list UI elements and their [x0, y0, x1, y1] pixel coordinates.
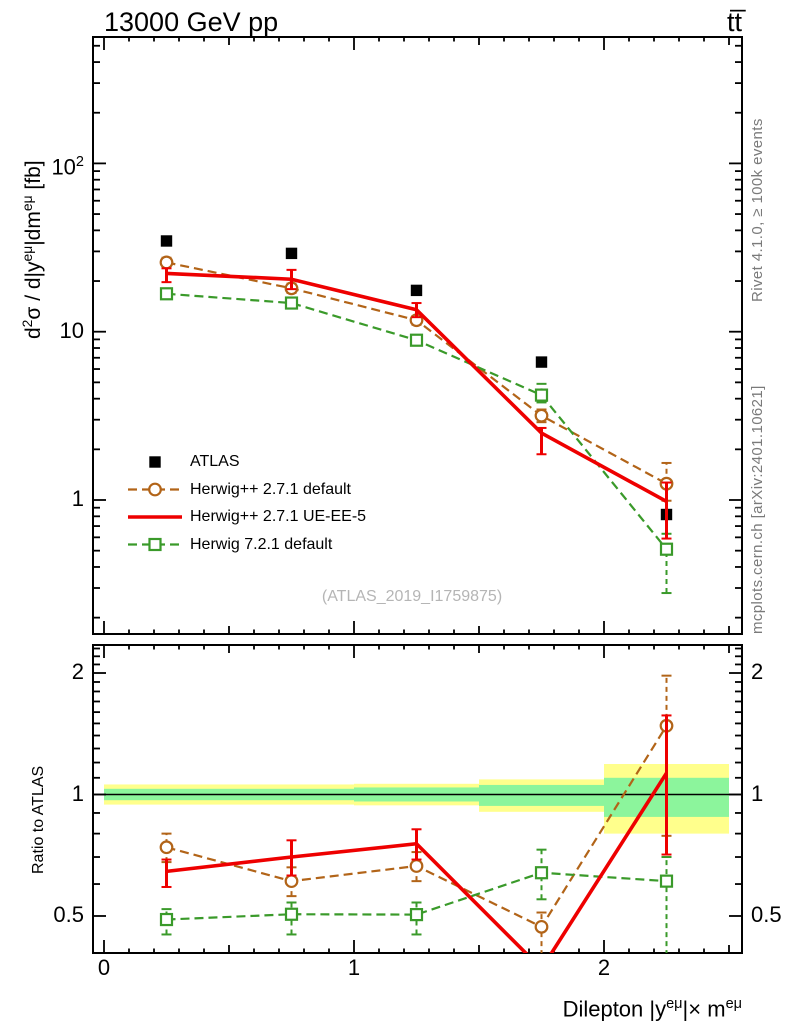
marker-filled-square-atlas-1: [285, 247, 298, 260]
main-panel-series: [159, 235, 674, 595]
analysis-id-watermark: (ATLAS_2019_I1759875): [321, 588, 503, 605]
marker-filled-square-atlas-2: [410, 284, 423, 297]
marker-open-square-herwig-7-2-1-default-2: [409, 907, 424, 922]
marker-open-circle-herwig-2-7-1-default-1: [284, 874, 299, 889]
ratio-y-tick-label-right-2: 2: [751, 659, 764, 684]
y-tick-base: 1: [71, 486, 84, 511]
marker-open-square-herwig-7-2-1-default-4: [659, 874, 674, 888]
y-title-sup-emu1: eμ: [19, 245, 35, 262]
legend-marker-herwig-2-7-1-default: [148, 482, 162, 497]
legend: [128, 456, 182, 552]
marker-open-circle-herwig-2-7-1-default-3: [534, 919, 549, 934]
legend-marker-atlas: [149, 456, 161, 468]
ratio-panel-frame: [92, 644, 743, 954]
y-title-sigma: σ / d|y: [22, 261, 45, 320]
ratio-y-tick-label-left-2: 2: [71, 659, 84, 684]
y-tick-exponent: 2: [75, 154, 84, 171]
marker-open-circle-herwig-2-7-1-default-0: [159, 255, 174, 270]
ratio-y-tick-label-left-0.5: 0.5: [53, 901, 84, 927]
ratio-panel-series: [159, 674, 674, 953]
marker-open-circle-herwig-2-7-1-default-2: [409, 859, 424, 873]
ratio-y-tick-label-left-1: 1: [71, 780, 84, 806]
band-inner-2: [479, 784, 604, 806]
marker-open-square-herwig-7-2-1-default-2: [409, 333, 424, 347]
ratio-y-tick-label-right-1: 1: [751, 780, 764, 806]
ratio-y-tick-label-right-0.5: 0.5: [751, 901, 782, 927]
series-line-herwig-7-2-1-default: [166, 871, 667, 921]
legend-marker-herwig-7-2-1-default: [148, 537, 162, 552]
legend-label-herwig-7-2-1-default: Herwig 7.2.1 default: [190, 535, 333, 553]
mcplots-arxiv-note: mcplots.cern.ch [arXiv:2401.10621]: [749, 385, 766, 634]
y-tick-base: 10: [59, 317, 84, 343]
marker-filled-square-atlas-0: [160, 235, 173, 247]
y-title-sup-emu2: eμ: [19, 195, 35, 212]
x-tick-label-2: 2: [597, 955, 611, 980]
rivet-version-note: Rivet 4.1.0, ≥ 100k events: [749, 118, 766, 302]
main-panel-frame: [92, 36, 743, 635]
main-y-tick-label-102: 102: [20, 150, 84, 179]
x-tick-label-0: 0: [97, 955, 111, 980]
y-tick-base: 10: [51, 154, 76, 180]
marker-open-circle-herwig-2-7-1-default-3: [534, 408, 549, 423]
main-y-tick-label-1: 1: [20, 487, 84, 511]
y-title-dm: |dm: [22, 211, 45, 246]
main-y-axis-title: d2σ / d|yeμ|dmeμ [fb]: [15, 160, 46, 339]
marker-open-square-herwig-7-2-1-default-1: [284, 296, 299, 310]
marker-open-square-herwig-7-2-1-default-1: [284, 907, 299, 921]
legend-label-atlas: ATLAS: [190, 453, 240, 470]
main-y-tick-label-10: 10: [20, 317, 84, 343]
axis-ticks: [93, 37, 742, 953]
marker-filled-square-atlas-3: [535, 356, 548, 368]
legend-label-herwig-2-7-1-default: Herwig++ 2.7.1 default: [190, 480, 351, 498]
marker-open-square-herwig-7-2-1-default-4: [659, 542, 674, 556]
marker-open-square-herwig-7-2-1-default-0: [159, 912, 174, 927]
x-tick-label-1: 1: [347, 955, 361, 980]
legend-label-herwig-2-7-1-ue-ee-5: Herwig++ 2.7.1 UE-EE-5: [190, 508, 367, 525]
marker-open-square-herwig-7-2-1-default-3: [534, 388, 549, 402]
marker-open-square-herwig-7-2-1-default-3: [534, 866, 549, 880]
marker-open-circle-herwig-2-7-1-default-0: [159, 840, 174, 855]
marker-open-square-herwig-7-2-1-default-0: [159, 287, 174, 301]
series-line-herwig-2-7-1-default: [166, 725, 668, 929]
